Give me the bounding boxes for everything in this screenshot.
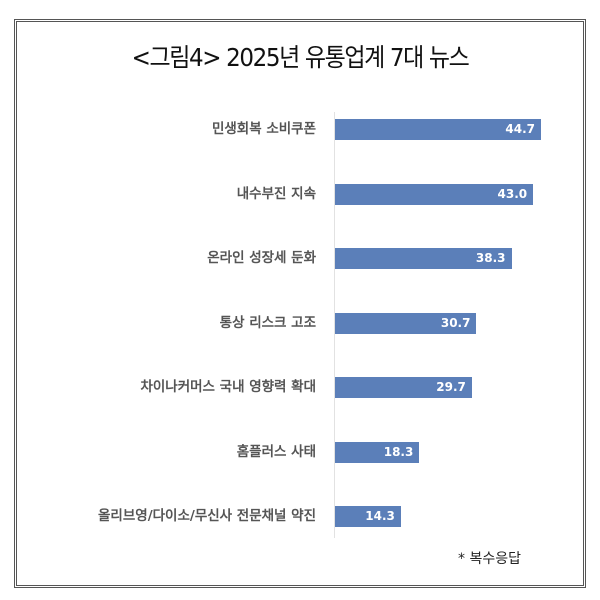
- category-label: 홈플러스 사태: [236, 443, 316, 460]
- chart-title: <그림4> 2025년 유통업계 7대 뉴스: [131, 43, 470, 72]
- category-label: 내수부진 지속: [236, 185, 316, 202]
- category-label: 온라인 성장세 둔화: [207, 250, 316, 266]
- bar: 18.3: [335, 441, 420, 463]
- category-label: 올리브영/다이소/무신사 전문채널 약진: [98, 508, 316, 524]
- bar: 29.7: [335, 377, 472, 398]
- category-label: 차이나커머스 국내 영향력 확대: [140, 379, 316, 395]
- data-label: 43.0: [497, 186, 528, 201]
- data-label: 18.3: [383, 444, 414, 459]
- category-axis-line: [334, 112, 335, 538]
- data-label: 14.3: [365, 509, 395, 523]
- data-label: 38.3: [475, 251, 506, 265]
- bar: 44.7: [335, 119, 541, 140]
- data-label: 30.7: [440, 315, 471, 330]
- data-label: 44.7: [505, 122, 535, 136]
- bar: 38.3: [335, 248, 512, 269]
- category-label: 민생회복 소비쿠폰: [211, 121, 316, 137]
- bar: 30.7: [335, 312, 477, 334]
- footnote: * 복수응답: [458, 551, 521, 567]
- data-label: 29.7: [436, 380, 466, 394]
- bar: 14.3: [335, 506, 401, 527]
- bar: 43.0: [335, 183, 534, 205]
- chart-frame: [14, 19, 586, 588]
- category-label: 통상 리스크 고조: [219, 314, 316, 331]
